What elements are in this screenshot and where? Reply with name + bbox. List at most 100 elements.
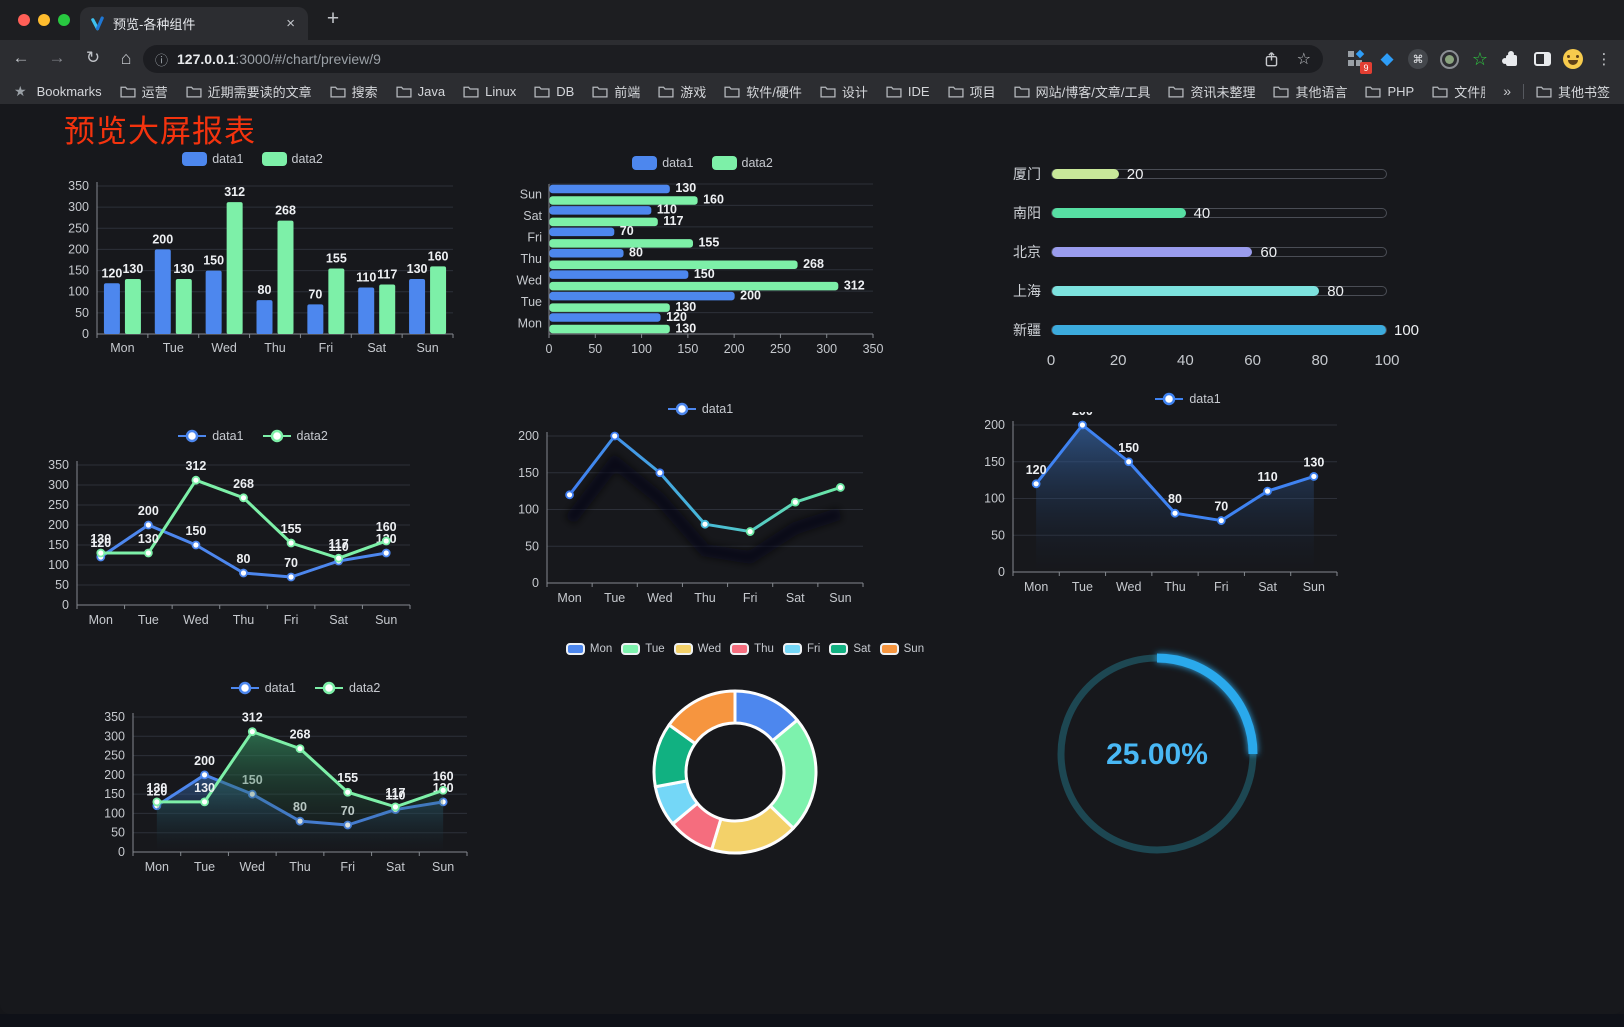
tab-groups-extension-icon[interactable]: 9 [1346,49,1372,74]
legend-item[interactable]: data2 [261,152,323,166]
svg-text:130: 130 [138,532,159,546]
legend-swatch [182,152,208,166]
bookmark-folder[interactable]: 搜索 [330,82,378,101]
bookmark-folder[interactable]: Linux [463,82,516,101]
bookmark-folder[interactable]: 设计 [820,82,868,101]
maximize-window-button[interactable] [58,14,70,26]
svg-text:100: 100 [68,285,89,299]
bookmark-folder[interactable]: IDE [886,82,930,101]
bookmark-folder[interactable]: 网站/博客/文章/工具 [1014,82,1150,101]
legend-item[interactable]: data1 [230,681,296,695]
url-bar[interactable]: ⓘ 127.0.0.1 :3000/#/chart/preview/9 ☆ [143,45,1323,73]
svg-text:110: 110 [1257,470,1277,484]
folder-icon [1432,86,1448,97]
browser-tab[interactable]: 预览-各种组件 × [80,7,308,40]
bookmark-star-icon[interactable]: ☆ [1296,51,1311,68]
svg-text:50: 50 [991,528,1005,542]
bookmark-folder[interactable]: 其他语言 [1273,82,1347,101]
bookmark-folder[interactable]: 项目 [948,82,996,101]
new-tab-button[interactable]: + [326,7,340,30]
tab-close-button[interactable]: × [286,15,295,32]
share-icon[interactable] [1264,51,1279,68]
bookmark-folder[interactable]: 资讯未整理 [1168,82,1255,101]
legend-item[interactable]: data1 [1154,392,1221,406]
command-extension-icon[interactable]: ⌘ [1408,49,1428,69]
folder-icon [534,86,550,97]
svg-text:Sat: Sat [367,341,386,355]
extensions-bar: 9 ◆ ⌘ ☆ ⋮ [1346,40,1614,78]
legend-item[interactable]: Tue [621,643,665,655]
legend-item[interactable]: data2 [711,156,773,170]
bookmark-folder[interactable]: 近期需要读的文章 [186,82,312,101]
profile-avatar-emoji[interactable] [1563,49,1583,69]
legend-label: data1 [264,681,296,695]
page-background [0,104,1624,1014]
bookmark-folder[interactable]: Java [396,82,445,101]
extensions-puzzle-icon[interactable] [1501,49,1521,69]
bookmark-folder[interactable]: 文件服务器 [1432,82,1485,101]
gem-extension-icon[interactable]: ◆ [1380,49,1394,68]
svg-text:120: 120 [666,310,687,324]
legend-item[interactable]: Sat [829,643,871,655]
legend-item[interactable]: data1 [177,429,244,443]
bookmark-folder[interactable]: 游戏 [658,82,706,101]
legend-swatch [879,643,899,655]
svg-text:130: 130 [407,262,428,276]
legend-item[interactable]: data2 [314,681,380,695]
svg-text:312: 312 [844,278,865,292]
legend-label: data1 [701,402,734,416]
other-bookmarks-folder[interactable]: 其他书签 [1536,82,1610,101]
legend-label: data1 [212,429,244,443]
back-icon[interactable]: ← [12,48,30,67]
folder-icon [820,86,836,97]
chart-line-gradient: data1 0 50 100 150 200 Mon Tue Wed Thu Fri Sat Sun [505,396,895,614]
home-icon[interactable]: ⌂ [120,48,132,68]
chart-legend: data1 data2 [45,146,460,172]
bookmark-folder-label: DB [556,83,575,99]
svg-text:350: 350 [863,342,884,356]
svg-text:120: 120 [146,785,167,799]
forward-icon[interactable]: → [48,48,66,67]
browser-menu-icon[interactable]: ⋮ [1596,51,1612,68]
legend-item[interactable]: Sun [879,643,924,655]
folder-icon [396,86,412,97]
bookmarks-star-icon: ★ [14,82,27,99]
legend-item[interactable]: Mon [565,643,612,655]
legend-item[interactable]: data1 [667,402,733,416]
bookmark-folder[interactable]: 软件/硬件 [724,82,802,101]
legend-item[interactable]: Wed [673,643,721,655]
close-window-button[interactable] [18,14,30,26]
svg-text:268: 268 [290,728,311,742]
recorder-extension-icon[interactable] [1439,49,1459,69]
bookmark-folder[interactable]: 前端 [592,82,640,101]
legend-swatch [178,429,207,443]
legend-item[interactable]: data1 [182,152,244,166]
progress-axis: 0 20 40 60 80 100 [1046,352,1400,369]
legend-item[interactable]: Fri [782,643,820,655]
svg-text:200: 200 [985,418,1005,432]
bookmark-folder[interactable]: DB [534,82,574,101]
bookmark-folder[interactable]: PHP [1365,82,1414,101]
bookmarks-label[interactable]: Bookmarks [36,83,102,99]
chart-horizontal-bar: data1 data2 0 50 100 150 200 250 300 350 Sun 130 160… [505,150,900,368]
legend-label: data2 [296,429,328,443]
side-panel-icon[interactable] [1532,49,1552,69]
legend-item[interactable]: data2 [262,429,328,443]
site-info-icon[interactable]: ⓘ [155,52,169,68]
svg-text:117: 117 [329,537,349,551]
legend-item[interactable]: data1 [632,156,694,170]
svg-text:50: 50 [588,342,602,356]
svg-text:350: 350 [105,710,125,724]
bookmark-folder[interactable]: 运营 [120,82,168,101]
reload-icon[interactable]: ↻ [85,48,101,67]
star-extension-icon[interactable]: ☆ [1471,48,1489,69]
svg-text:Mon: Mon [89,613,113,627]
folder-icon [1168,86,1185,97]
svg-text:312: 312 [224,185,245,199]
pie-slice-Sun[interactable] [667,689,737,745]
svg-text:130: 130 [1303,455,1324,469]
bookmarks-overflow-icon[interactable]: » [1503,83,1511,99]
legend-item[interactable]: Thu [730,643,774,655]
minimize-window-button[interactable] [38,14,50,26]
svg-text:Tue: Tue [604,591,625,605]
